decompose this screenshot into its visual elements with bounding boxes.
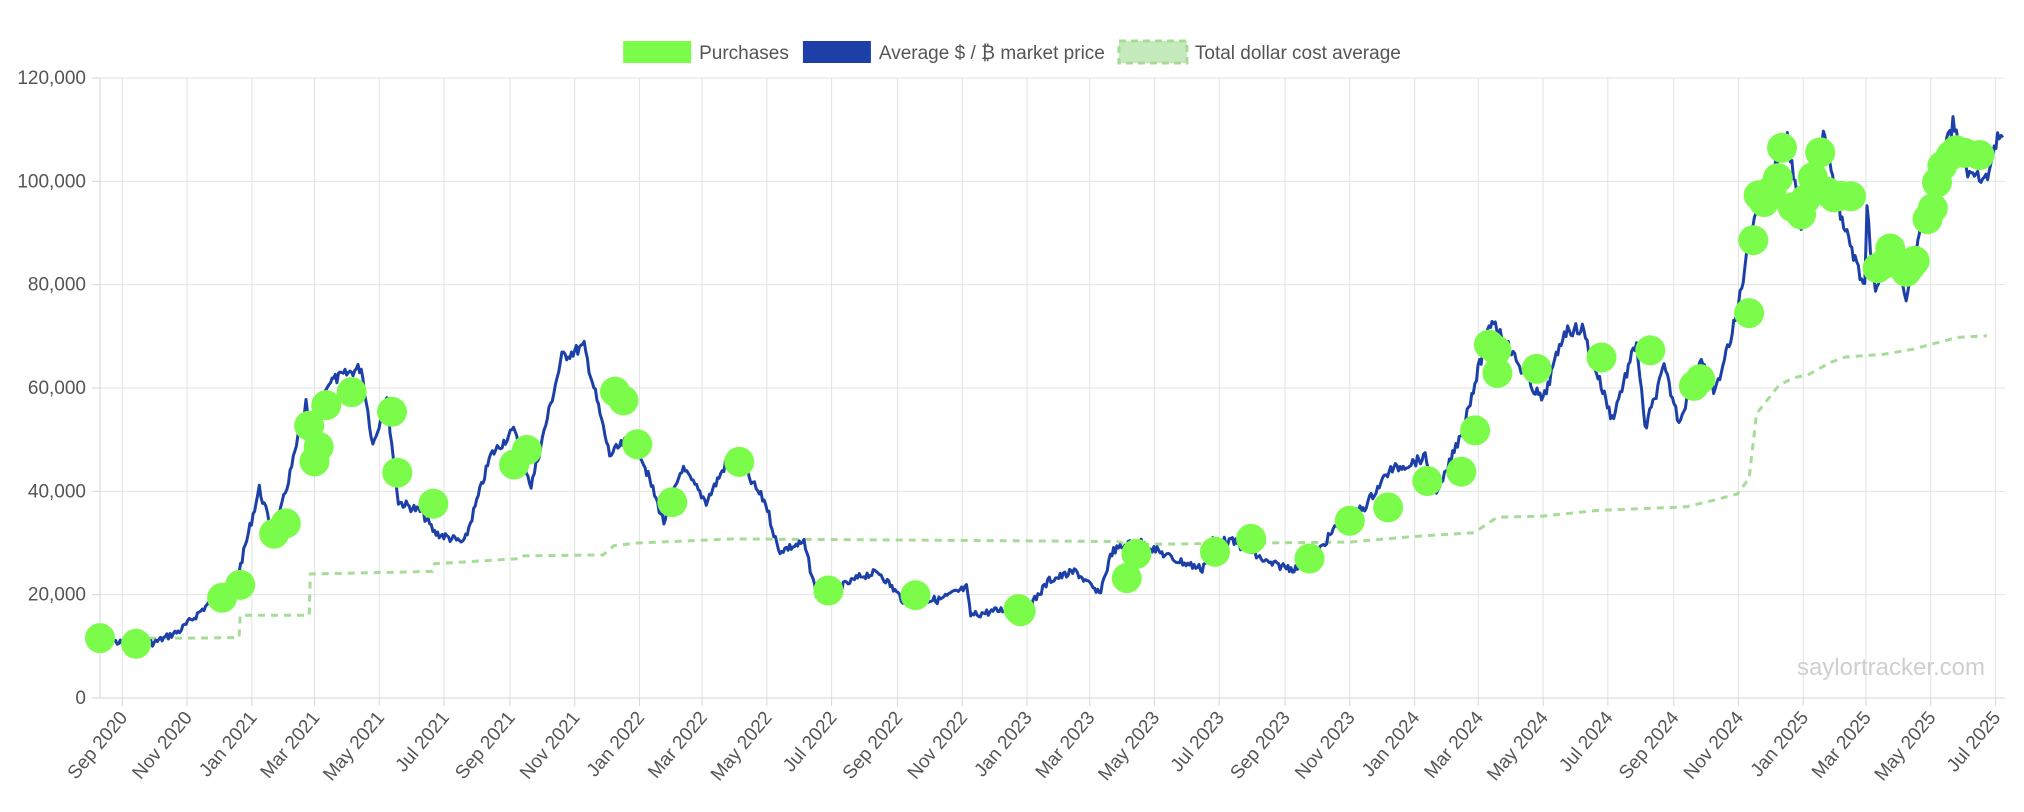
- watermark: saylortracker.com: [1797, 654, 1985, 681]
- x-tick-label: Nov 2020: [129, 708, 197, 784]
- purchase-point[interactable]: [1200, 536, 1230, 567]
- purchase-point[interactable]: [270, 508, 301, 539]
- purchase-point[interactable]: [813, 575, 844, 606]
- market-price-line: [99, 115, 2005, 649]
- purchase-point[interactable]: [311, 390, 342, 421]
- x-tick-label: Jan 2024: [1358, 707, 1425, 781]
- x-tick-label: Sep 2021: [451, 708, 519, 784]
- y-tick-label: 60,000: [28, 378, 86, 399]
- legend-label: Average $ / ₿ market price: [879, 43, 1105, 64]
- x-tick-label: Jul 2021: [392, 708, 454, 777]
- x-tick-label: Jul 2024: [1555, 707, 1618, 776]
- x-tick-label: Mar 2025: [1808, 708, 1876, 783]
- purchase-point[interactable]: [1635, 335, 1666, 366]
- y-tick-label: 100,000: [17, 171, 86, 192]
- x-tick-label: May 2024: [1483, 707, 1553, 785]
- purchase-point[interactable]: [1521, 353, 1552, 384]
- y-tick-label: 40,000: [28, 481, 86, 502]
- purchase-point[interactable]: [1738, 225, 1769, 256]
- legend-swatch-purchases[interactable]: [623, 41, 692, 63]
- x-tick-label: Mar 2023: [1032, 708, 1100, 783]
- y-tick-label: 80,000: [28, 275, 86, 296]
- purchase-point[interactable]: [1460, 415, 1491, 446]
- cost-average-series: [136, 334, 1987, 640]
- legend-label: Total dollar cost average: [1195, 43, 1401, 64]
- purchase-point[interactable]: [657, 487, 688, 518]
- purchase-point[interactable]: [1805, 137, 1836, 168]
- y-tick-label: 0: [75, 688, 86, 709]
- purchase-point[interactable]: [1836, 181, 1866, 212]
- x-tick-label: Jan 2021: [195, 708, 261, 781]
- purchase-point[interactable]: [1334, 505, 1365, 536]
- purchase-point[interactable]: [382, 457, 413, 488]
- purchases-series: [85, 132, 1995, 659]
- purchase-point[interactable]: [1586, 342, 1617, 373]
- y-tick-label: 120,000: [17, 68, 86, 89]
- x-tick-label: Mar 2022: [644, 708, 712, 783]
- purchase-point[interactable]: [608, 385, 639, 416]
- purchase-point[interactable]: [900, 580, 931, 611]
- x-tick-label: Jul 2025: [1943, 708, 2005, 777]
- x-tick-label: Sep 2023: [1226, 708, 1294, 784]
- purchase-point[interactable]: [1481, 335, 1512, 366]
- purchase-point[interactable]: [1111, 563, 1142, 594]
- purchase-point[interactable]: [1121, 538, 1152, 569]
- legend-swatch-market-price[interactable]: [802, 41, 871, 63]
- x-tick-label: May 2021: [319, 708, 389, 785]
- purchase-point[interactable]: [1685, 364, 1716, 395]
- purchase-point[interactable]: [1964, 140, 1995, 170]
- purchase-point[interactable]: [377, 396, 407, 427]
- x-tick-label: May 2025: [1871, 708, 1941, 785]
- x-tick-label: Nov 2022: [904, 708, 972, 784]
- purchase-point[interactable]: [1482, 358, 1513, 388]
- x-tick-label: Jul 2023: [1167, 708, 1229, 777]
- x-tick-label: Jan 2022: [583, 708, 649, 781]
- purchase-point[interactable]: [1917, 193, 1948, 224]
- purchase-point[interactable]: [622, 429, 653, 460]
- purchase-point[interactable]: [1762, 163, 1793, 194]
- market-price-series: [99, 115, 2005, 649]
- x-tick-label: Nov 2021: [516, 708, 584, 784]
- x-tick-label: Mar 2021: [257, 708, 325, 783]
- x-tick-label: Mar 2024: [1420, 707, 1488, 782]
- purchase-point[interactable]: [418, 488, 449, 519]
- cost-average-line: [136, 334, 1987, 640]
- purchase-point[interactable]: [1236, 523, 1267, 554]
- purchase-point[interactable]: [1734, 298, 1765, 329]
- x-tick-label: Nov 2023: [1291, 708, 1359, 784]
- purchase-point[interactable]: [85, 623, 115, 654]
- legend: Purchases Average $ / ₿ market price Total…: [623, 39, 1401, 65]
- purchase-point[interactable]: [724, 446, 755, 477]
- y-tick-label: 20,000: [28, 585, 86, 606]
- x-tick-label: Nov 2024: [1680, 707, 1749, 783]
- legend-label: Purchases: [699, 43, 789, 64]
- purchase-point[interactable]: [121, 628, 152, 659]
- legend-swatch-cost-average[interactable]: [1117, 39, 1189, 65]
- x-tick-label: May 2023: [1095, 708, 1165, 785]
- x-tick-label: Sep 2020: [64, 708, 132, 784]
- x-tick-label: Jul 2022: [779, 708, 841, 777]
- grid: [100, 77, 2005, 699]
- purchase-point[interactable]: [1373, 492, 1404, 523]
- x-tick-label: Jan 2025: [1747, 708, 1813, 781]
- purchase-point[interactable]: [511, 435, 542, 465]
- purchase-point[interactable]: [1446, 456, 1477, 487]
- x-tick-label: May 2022: [707, 708, 777, 785]
- purchase-point[interactable]: [303, 431, 334, 462]
- purchase-point[interactable]: [1875, 233, 1906, 264]
- purchase-point[interactable]: [225, 569, 256, 600]
- purchase-point[interactable]: [1294, 543, 1325, 574]
- purchase-point[interactable]: [1412, 466, 1443, 496]
- purchase-point[interactable]: [1005, 596, 1036, 627]
- x-tick-label: Sep 2022: [839, 708, 907, 784]
- x-tick-label: Jan 2023: [971, 708, 1037, 781]
- x-tick-label: Sep 2024: [1615, 707, 1684, 783]
- purchase-point[interactable]: [336, 377, 367, 408]
- purchase-point[interactable]: [1899, 245, 1930, 276]
- purchase-point[interactable]: [1767, 132, 1797, 163]
